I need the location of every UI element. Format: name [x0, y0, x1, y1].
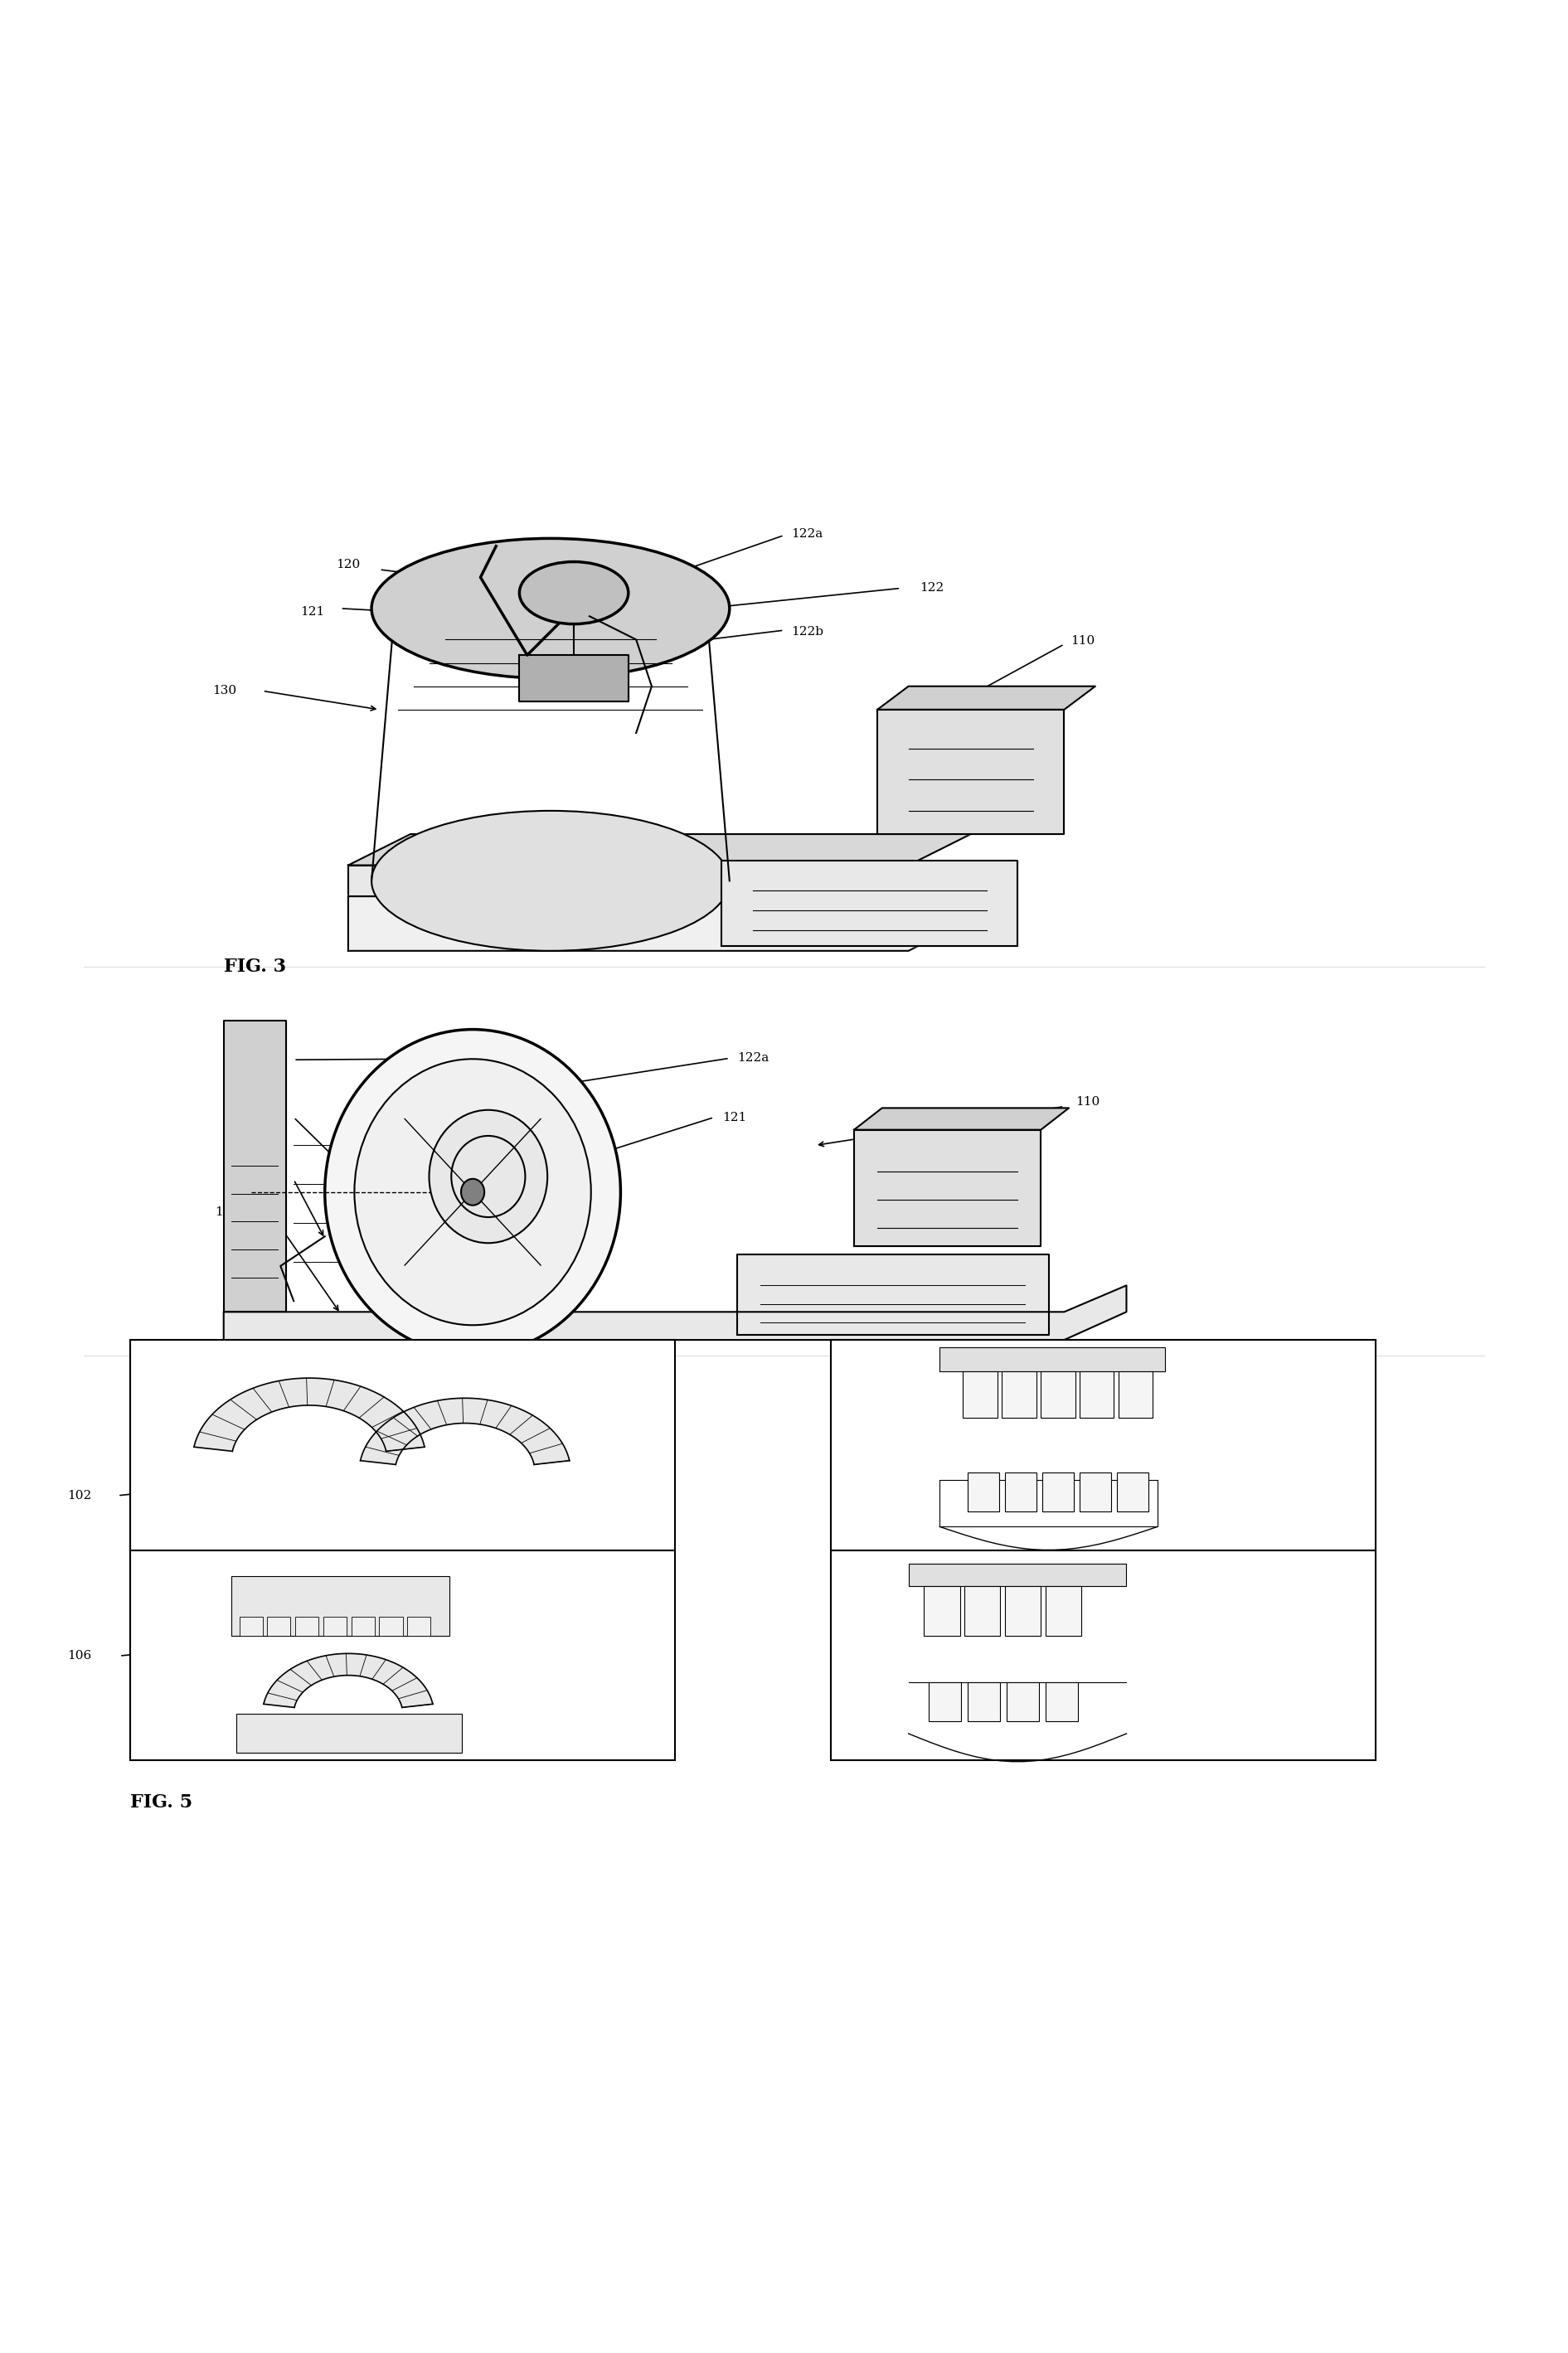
Text: FIG. 3: FIG. 3 — [224, 958, 285, 976]
Bar — [967, 1473, 999, 1511]
Polygon shape — [263, 1654, 433, 1708]
Bar — [240, 1617, 262, 1635]
Text: 132: 132 — [243, 1174, 267, 1186]
Bar — [1005, 1586, 1041, 1635]
Text: 140: 140 — [986, 1162, 1011, 1174]
Bar — [939, 1348, 1165, 1372]
Bar — [408, 1617, 431, 1635]
Text: 122b: 122b — [792, 626, 823, 638]
Bar — [130, 1551, 676, 1760]
Bar — [1043, 1473, 1074, 1511]
Polygon shape — [224, 1285, 1126, 1339]
Bar — [237, 1713, 463, 1753]
Text: 140: 140 — [1021, 739, 1046, 751]
Text: 122b: 122b — [215, 1207, 248, 1219]
Ellipse shape — [461, 1179, 485, 1205]
Text: FIG. 4: FIG. 4 — [177, 1339, 240, 1358]
Text: 130: 130 — [212, 685, 237, 696]
Bar — [924, 1586, 960, 1635]
Bar — [232, 1577, 450, 1635]
Text: 150: 150 — [779, 899, 804, 911]
Polygon shape — [878, 711, 1065, 833]
Text: 120: 120 — [336, 560, 361, 572]
Text: FIG. 5: FIG. 5 — [130, 1793, 193, 1812]
Polygon shape — [855, 1108, 1069, 1129]
Text: 104: 104 — [1131, 1447, 1154, 1459]
Text: 110: 110 — [1076, 1096, 1099, 1108]
Bar — [267, 1617, 290, 1635]
Text: 108: 108 — [1131, 1661, 1154, 1673]
Polygon shape — [194, 1379, 425, 1452]
Text: 122: 122 — [920, 584, 944, 593]
Bar — [908, 1565, 1126, 1586]
Polygon shape — [361, 1398, 569, 1464]
Bar — [1007, 1682, 1040, 1720]
Bar — [967, 1682, 1000, 1720]
Bar — [323, 1617, 347, 1635]
Bar — [379, 1617, 403, 1635]
Bar — [1118, 1372, 1152, 1419]
Text: 121: 121 — [301, 605, 325, 616]
Bar — [295, 1617, 318, 1635]
Bar — [831, 1339, 1375, 1551]
Bar — [1116, 1473, 1148, 1511]
Text: 102: 102 — [67, 1489, 91, 1501]
Polygon shape — [878, 687, 1096, 711]
Bar — [928, 1682, 961, 1720]
Text: 122a: 122a — [792, 527, 823, 539]
Bar — [964, 1586, 1000, 1635]
Ellipse shape — [372, 539, 729, 678]
Text: 121: 121 — [723, 1111, 746, 1122]
Bar — [130, 1339, 676, 1551]
Bar — [1005, 1473, 1036, 1511]
Ellipse shape — [354, 1059, 591, 1325]
Bar — [1046, 1586, 1082, 1635]
Ellipse shape — [430, 1111, 547, 1242]
Bar — [1041, 1372, 1076, 1419]
Bar — [1080, 1473, 1110, 1511]
Polygon shape — [348, 866, 971, 951]
Polygon shape — [519, 654, 629, 701]
Text: 120: 120 — [246, 1047, 270, 1059]
Polygon shape — [721, 861, 1018, 946]
Bar — [1046, 1682, 1079, 1720]
Polygon shape — [855, 1129, 1041, 1247]
Bar — [1002, 1372, 1036, 1419]
Text: 106: 106 — [67, 1649, 91, 1661]
Polygon shape — [224, 1021, 285, 1313]
Bar — [1080, 1372, 1113, 1419]
Text: 150: 150 — [878, 1268, 902, 1278]
Ellipse shape — [372, 812, 729, 951]
Text: 122a: 122a — [737, 1052, 768, 1064]
Ellipse shape — [519, 562, 629, 624]
Text: 110: 110 — [1071, 635, 1094, 647]
Polygon shape — [737, 1254, 1049, 1334]
Bar — [963, 1372, 997, 1419]
Ellipse shape — [325, 1028, 621, 1355]
Bar — [351, 1617, 375, 1635]
Polygon shape — [348, 866, 908, 896]
Text: 130: 130 — [246, 1111, 270, 1122]
Bar — [831, 1551, 1375, 1760]
Polygon shape — [348, 833, 971, 866]
